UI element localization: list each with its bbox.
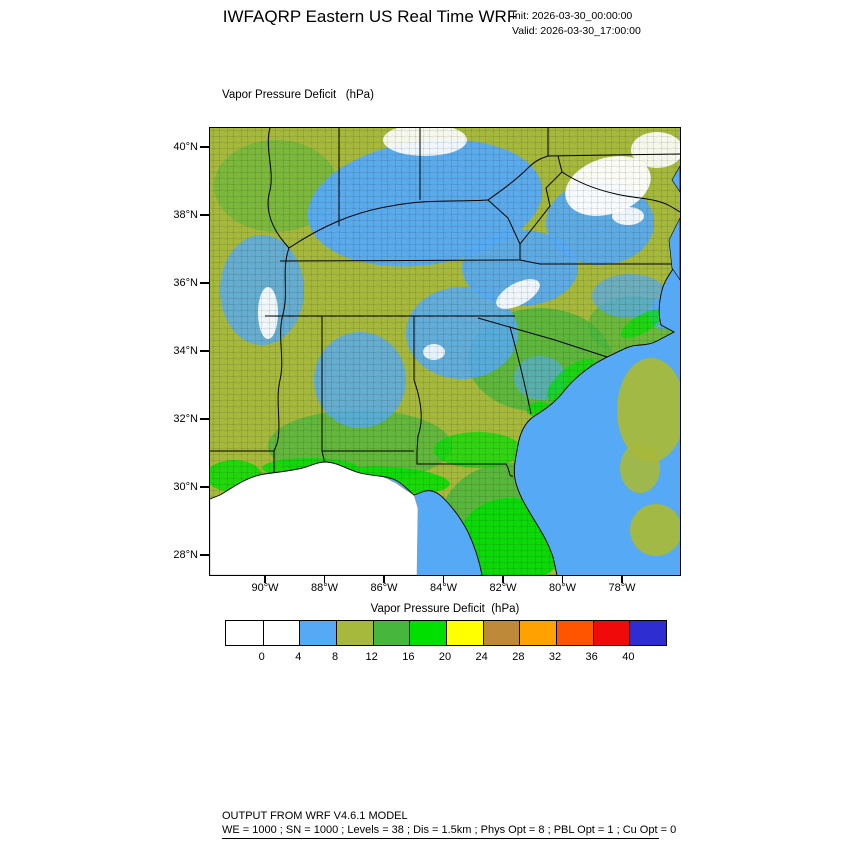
- colorbar-cell: [555, 621, 593, 645]
- map-svg: [210, 128, 680, 575]
- valid-time: Valid: 2026-03-30_17:00:00: [512, 25, 641, 37]
- lon-tick-mark: [621, 575, 623, 583]
- lat-tick-label: 32°N: [173, 413, 198, 425]
- lat-tick-label: 38°N: [173, 209, 198, 221]
- colorbar-tick-label: 12: [365, 651, 378, 663]
- lon-tick-mark: [502, 575, 504, 583]
- lon-tick-label: 86°W: [370, 582, 398, 594]
- colorbar-cell: [445, 621, 483, 645]
- colorbar-tick-label: 16: [402, 651, 415, 663]
- colorbar-tick-label: 24: [475, 651, 488, 663]
- lat-tick-mark: [200, 554, 209, 556]
- lon-tick-mark: [561, 575, 564, 583]
- colorbar-cell: [372, 621, 410, 645]
- run-metadata: Init: 2026-03-30_00:00:00 Valid: 2026-03…: [512, 9, 641, 39]
- colorbar-cell: [409, 621, 446, 645]
- colorbar-tick-label: 4: [295, 651, 302, 663]
- lon-tick-label: 90°W: [251, 582, 279, 594]
- lat-tick-mark: [200, 418, 209, 420]
- colorbar-tick-label: 0: [258, 651, 265, 663]
- footer-line1: OUTPUT FROM WRF V4.6.1 MODEL: [222, 810, 408, 822]
- colorbar-cell: [482, 621, 520, 645]
- lat-tick-label: 36°N: [173, 277, 198, 289]
- colorbar-cell: [262, 621, 300, 645]
- colorbar-cell: [519, 621, 556, 645]
- lon-tick-mark: [442, 575, 445, 583]
- colorbar: [225, 620, 667, 646]
- colorbar-tick-label: 28: [512, 651, 525, 663]
- colorbar-cell: [299, 621, 336, 645]
- lon-tick-mark: [323, 575, 326, 583]
- lon-tick-mark: [264, 575, 266, 583]
- plot-title: IWFAQRP Eastern US Real Time WRF: [222, 7, 518, 26]
- lat-tick-label: 28°N: [173, 549, 198, 561]
- colorbar-cell: [629, 621, 666, 645]
- colorbar-tick-label: 8: [331, 651, 339, 663]
- lat-tick-mark: [200, 282, 209, 284]
- footer: OUTPUT FROM WRF V4.6.1 MODEL WE = 1000 ;…: [222, 810, 676, 837]
- colorbar-cell: [592, 621, 630, 645]
- lon-tick-label: 78°W: [608, 582, 636, 594]
- field-label: Vapor Pressure Deficit (hPa): [222, 89, 374, 101]
- state-borders: [210, 128, 680, 477]
- footer-rule: [222, 838, 659, 839]
- lon-tick-label: 80°W: [548, 582, 577, 594]
- colorbar-label: Vapor Pressure Deficit (hPa): [370, 603, 520, 615]
- colorbar-cell: [226, 621, 263, 645]
- lon-tick-label: 82°W: [489, 582, 517, 594]
- colorbar-tick-label: 36: [585, 651, 598, 663]
- lat-tick-label: 30°N: [173, 481, 198, 493]
- lon-tick-label: 88°W: [310, 582, 339, 594]
- lat-tick-label: 34°N: [173, 345, 198, 357]
- lat-tick-mark: [200, 486, 209, 488]
- map-canvas: [209, 127, 681, 576]
- lat-tick-label: 40°N: [173, 141, 198, 153]
- lon-tick-label: 84°W: [429, 582, 458, 594]
- lat-tick-mark: [200, 146, 209, 148]
- coastline: [210, 255, 680, 575]
- lon-tick-mark: [383, 575, 385, 583]
- colorbar-tick-label: 32: [548, 651, 562, 663]
- colorbar-tick-label: 20: [438, 651, 452, 663]
- init-time: Init: 2026-03-30_00:00:00: [512, 10, 633, 22]
- chesapeake-bay: [668, 165, 680, 281]
- lat-tick-mark: [200, 350, 209, 352]
- offshore-vpd-patches: [617, 358, 680, 556]
- footer-line2: WE = 1000 ; SN = 1000 ; Levels = 38 ; Di…: [222, 823, 677, 836]
- colorbar-tick-label: 40: [622, 651, 635, 663]
- lat-tick-mark: [200, 214, 209, 216]
- colorbar-cell: [335, 621, 373, 645]
